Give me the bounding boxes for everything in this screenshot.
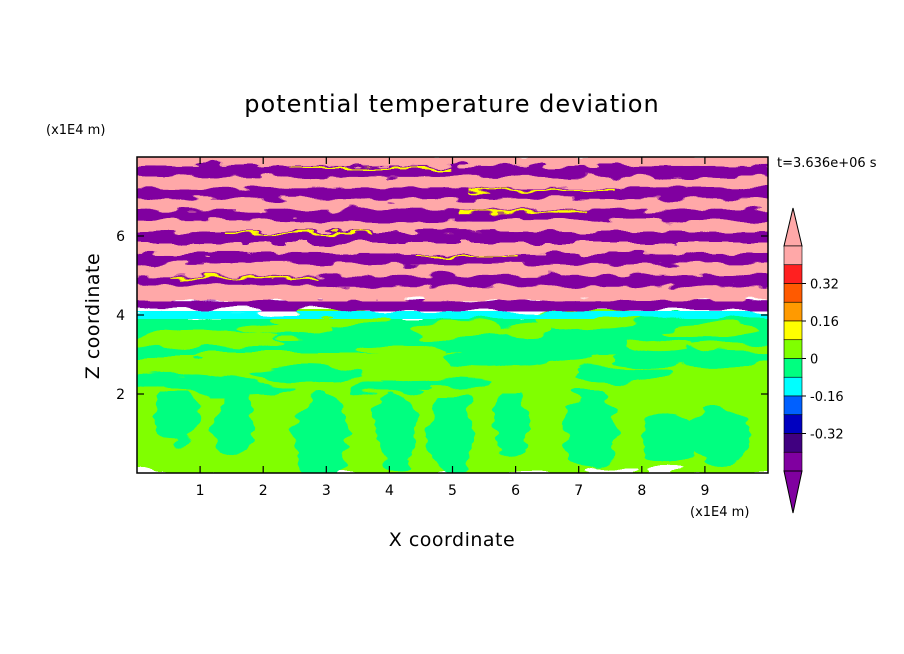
colorbar-segment — [783, 414, 803, 434]
field-background — [137, 311, 768, 319]
colorbar-tick-label: 0 — [810, 353, 818, 368]
x-unit-label: (x1E4 m) — [690, 505, 749, 520]
colorbar-segment — [783, 245, 803, 266]
time-label: t=3.636e+06 s — [777, 156, 877, 171]
field-blob — [640, 412, 700, 465]
colorbar-segment — [783, 301, 803, 322]
field-region — [137, 384, 768, 473]
x-axis-ticks: 1 2 3 4 5 6 7 8 9 — [196, 157, 709, 499]
contour-field — [137, 157, 768, 473]
field-region — [137, 299, 768, 312]
field-blob — [154, 389, 199, 445]
field-streak — [223, 232, 372, 235]
field-blob — [193, 380, 295, 399]
colorbar-extension-bottom — [783, 470, 803, 514]
x-tick-label: 8 — [637, 483, 646, 499]
chart-title: potential temperature deviation — [244, 90, 659, 118]
x-axis-label: X coordinate — [389, 529, 515, 551]
colorbar-tick-label: 0.16 — [810, 315, 839, 330]
x-tick-label: 3 — [322, 483, 331, 499]
field-region — [137, 348, 768, 399]
field-stripe — [137, 286, 768, 302]
field-blob — [689, 409, 750, 464]
field-blob — [373, 395, 419, 469]
colorbar-segment — [783, 451, 803, 472]
y-unit-label: (x1E4 m) — [46, 123, 105, 138]
field-blob — [564, 390, 618, 473]
y-tick-label: 6 — [116, 229, 125, 245]
colorbar-segment — [783, 264, 803, 284]
y-axis-ticks: 2 4 6 — [116, 229, 768, 403]
colorbar-extension-top — [783, 207, 803, 247]
field-blob — [666, 324, 759, 337]
y-tick-label: 2 — [116, 387, 125, 403]
field-streak — [459, 210, 584, 213]
x-tick-label: 1 — [196, 483, 205, 499]
field-blob — [694, 342, 768, 354]
colorbar-tick-label: -0.16 — [810, 390, 844, 405]
x-tick-label: 7 — [574, 483, 583, 499]
field-blob — [294, 393, 349, 473]
colorbar-segment — [783, 358, 803, 378]
field-streak — [169, 276, 320, 279]
field-blob — [203, 335, 288, 347]
field-blob — [577, 365, 672, 382]
colorbar-segment — [783, 433, 803, 453]
field-blob — [624, 339, 697, 353]
colorbar-tick-label: -0.32 — [810, 428, 844, 443]
colorbar-segment — [783, 320, 803, 341]
y-tick-label: 4 — [116, 308, 125, 324]
field-background — [137, 299, 768, 312]
field-region — [137, 157, 768, 302]
x-tick-label: 9 — [700, 483, 709, 499]
colorbar-segment — [783, 283, 803, 303]
field-streak — [289, 166, 455, 169]
field-blob — [401, 345, 447, 363]
field-blob — [378, 378, 493, 388]
field-blob — [302, 368, 360, 381]
y-axis-label: Z coordinate — [82, 253, 104, 379]
colorbar-tick-label: 0.32 — [810, 278, 839, 293]
field-blob — [213, 389, 255, 456]
x-tick-label: 4 — [385, 483, 394, 499]
colorbar-segment — [783, 395, 803, 416]
field-region — [137, 309, 768, 363]
field-region — [137, 311, 768, 319]
field-blob — [348, 384, 422, 395]
field-blob — [492, 388, 530, 455]
field-streak — [416, 254, 517, 257]
colorbar-segment — [783, 339, 803, 359]
colorbar: 0.32 0.16 0 -0.16 -0.32 — [783, 207, 844, 514]
x-tick-label: 2 — [259, 483, 268, 499]
field-blob — [429, 384, 473, 473]
x-tick-label: 6 — [511, 483, 520, 499]
x-tick-label: 5 — [448, 483, 457, 499]
field-streak — [468, 188, 613, 191]
colorbar-segment — [783, 376, 803, 397]
field-blob — [415, 320, 506, 340]
